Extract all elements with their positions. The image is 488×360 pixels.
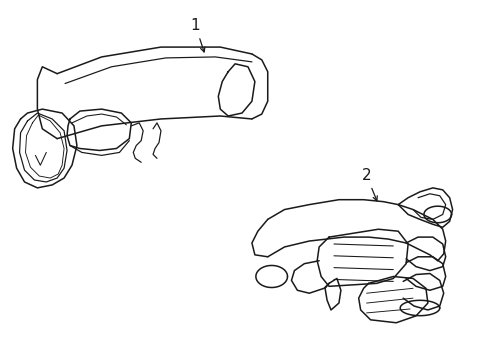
Text: 2: 2 <box>361 168 377 201</box>
Text: 1: 1 <box>190 18 204 52</box>
